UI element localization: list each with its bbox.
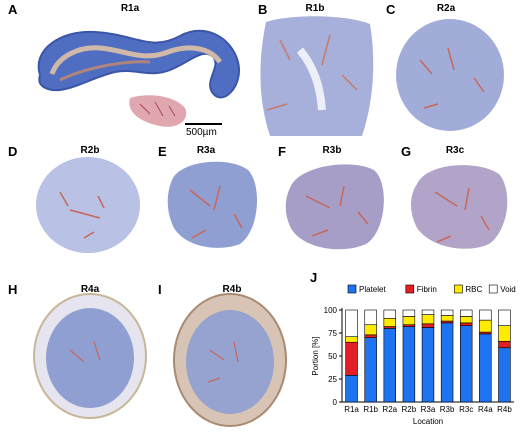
- panel-title: R4b: [222, 284, 242, 295]
- panel-letter: C: [386, 2, 396, 17]
- x-axis-label: Location: [413, 417, 443, 426]
- panel-title: R2b: [80, 145, 100, 156]
- bar-platelet-r3b: [440, 322, 454, 403]
- bar-fibrin-r1b: [364, 334, 377, 338]
- tissue-section-r3b-image: [285, 164, 384, 250]
- bar-void-r1b: [364, 309, 377, 326]
- tissue-section-r3c-image: [411, 165, 508, 249]
- bar-rbc-r2b: [402, 316, 416, 326]
- bar-platelet-r3c: [459, 325, 473, 403]
- panel-title: R3a: [196, 145, 216, 156]
- panel-letter: H: [8, 282, 18, 297]
- tissue-section-r3a-image: [167, 161, 258, 248]
- x-tick-label: R4b: [497, 405, 512, 414]
- panel-title: R3b: [322, 145, 342, 156]
- x-tick-label: R1a: [344, 405, 359, 414]
- bar-rbc-r2a: [383, 317, 397, 327]
- y-tick-label: 25: [328, 375, 337, 384]
- y-tick-label: 0: [333, 398, 338, 407]
- panel-letter: D: [8, 144, 18, 159]
- panel-letter: E: [158, 144, 167, 159]
- legend-label-platelet: Platelet: [359, 285, 386, 294]
- x-tick-label: R2a: [382, 405, 397, 414]
- panel-a: A R1a 500µm: [0, 0, 250, 140]
- bar-platelet-r1a: [345, 375, 358, 403]
- bar-void-r4a: [479, 309, 492, 321]
- tissue-section-r2b-image: [36, 157, 140, 253]
- panel-j: J 0 25 50 75 100 Portion [%] R1a R1b R2a R2b R3a R3…: [290, 270, 520, 432]
- panel-title: R2a: [436, 3, 456, 14]
- panel-letter: I: [158, 282, 162, 297]
- bar-platelet-r4b: [498, 347, 511, 403]
- bar-void-r2b: [402, 309, 416, 317]
- x-tick-label: R1b: [363, 405, 378, 414]
- bar-platelet-r1b: [364, 337, 377, 403]
- panel-c: C R2a: [380, 0, 520, 140]
- panel-g: G R3c: [395, 140, 520, 258]
- y-tick-label: 75: [328, 329, 337, 338]
- bar-fibrin-r3c: [459, 322, 473, 326]
- bar-rbc-r4a: [479, 319, 492, 333]
- tissue-section-r4b-image: [173, 293, 287, 427]
- y-tick-label: 50: [328, 352, 337, 361]
- panel-letter: A: [8, 2, 18, 17]
- panel-letter: F: [278, 144, 286, 159]
- legend-swatch-fibrin: [405, 284, 415, 294]
- panel-title: R3c: [445, 145, 465, 156]
- panel-title: R4a: [80, 284, 100, 295]
- panel-letter: B: [258, 2, 268, 17]
- y-axis-label: Portion [%]: [311, 336, 320, 375]
- bar-rbc-r4b: [498, 325, 511, 342]
- bar-platelet-r2b: [402, 326, 416, 403]
- panel-d: D R2b: [0, 140, 150, 258]
- x-tick-label: R3a: [421, 405, 436, 414]
- panel-letter: J: [310, 270, 318, 285]
- bar-fibrin-r4b: [498, 340, 511, 349]
- legend-swatch-rbc: [454, 284, 463, 294]
- bar-rbc-r3c: [459, 316, 473, 324]
- panel-h: H R4a: [0, 280, 150, 432]
- legend-swatch-platelet: [347, 284, 357, 294]
- tissue-section-r1b-image: [260, 16, 374, 136]
- legend-label-rbc: RBC: [465, 285, 482, 294]
- bar-platelet-r4a: [479, 333, 492, 403]
- bar-void-r3a: [421, 309, 435, 315]
- x-tick-label: R2b: [402, 405, 417, 414]
- bar-void-r3b: [440, 309, 454, 316]
- panel-title: R1a: [120, 3, 140, 14]
- bar-fibrin-r3a: [421, 323, 435, 328]
- panel-f: F R3b: [270, 140, 395, 258]
- stacked-bar-chart: 0 25 50 75 100 Portion [%] R1a R1b R2a R2b R3a R3b R…: [311, 284, 516, 426]
- y-tick-label: 100: [324, 306, 338, 315]
- bar-platelet-r3a: [421, 327, 435, 403]
- bar-void-r3c: [459, 309, 473, 317]
- tissue-section-r2a-image: [396, 19, 504, 131]
- bar-void-r2a: [383, 309, 397, 319]
- panel-b: B R1b: [250, 0, 380, 140]
- bar-rbc-r1a: [345, 336, 358, 343]
- x-tick-label: R3c: [459, 405, 473, 414]
- tissue-section-r4a-image: [33, 293, 147, 419]
- legend-swatch-void: [488, 284, 498, 294]
- bar-fibrin-r1a: [345, 341, 358, 376]
- panel-i: I R4b: [150, 280, 290, 432]
- scale-bar-label: 500µm: [186, 127, 217, 138]
- bar-rbc-r3a: [421, 314, 435, 325]
- x-tick-label: R3b: [440, 405, 455, 414]
- bar-rbc-r1b: [364, 324, 377, 336]
- tissue-section-r1a-image: [37, 29, 241, 127]
- panel-e: E R3a: [150, 140, 270, 258]
- bar-void-r1a: [345, 309, 358, 337]
- bar-void-r4b: [498, 309, 511, 326]
- legend-label-void: Void: [500, 285, 516, 294]
- panel-letter: G: [401, 144, 412, 159]
- bar-rbc-r3b: [440, 315, 454, 322]
- legend-label-fibrin: Fibrin: [417, 285, 437, 294]
- x-tick-label: R4a: [478, 405, 493, 414]
- panel-title: R1b: [305, 3, 325, 14]
- bar-platelet-r2a: [383, 328, 397, 403]
